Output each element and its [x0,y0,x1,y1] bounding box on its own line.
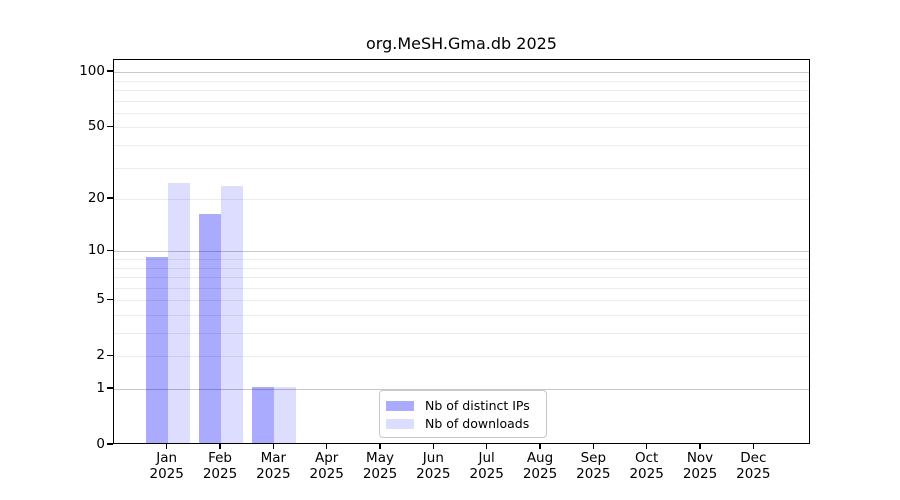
y-tick-mark [107,443,113,445]
chart-title: org.MeSH.Gma.db 2025 [366,34,557,53]
gridline-minor [114,300,809,302]
gridline-minor [114,100,809,102]
x-tick-year: 2025 [736,465,771,482]
legend-item-distinct-ips: Nb of distinct IPs [386,399,538,413]
x-tick-year: 2025 [629,465,664,482]
x-tick-mark [272,444,275,449]
legend-label-downloads: Nb of downloads [425,416,530,431]
x-tick-month: May [366,450,394,466]
x-tick-year: 2025 [309,465,344,482]
gridline-minor [114,333,809,335]
x-tick-mark [165,444,168,449]
gridline-minor [114,145,809,147]
gridline-minor [114,277,809,279]
legend-item-downloads: Nb of downloads [386,417,538,431]
x-tick-year: 2025 [576,465,611,482]
gridline-minor [114,90,809,92]
x-tick-label-jul: Jul 2025 [447,450,527,482]
x-tick-label-mar: Mar 2025 [233,450,313,482]
y-tick-mark [107,387,113,389]
y-tick-label: 100 [79,63,105,80]
bar-downloads-mar [274,387,297,443]
y-tick-mark [107,70,113,72]
gridline-minor [114,259,809,260]
x-tick-mark [645,444,648,449]
y-tick-label: 2 [96,347,105,364]
x-tick-month: Jan [156,450,178,466]
x-tick-label-may: May 2025 [340,450,420,482]
x-tick-year: 2025 [202,465,238,482]
gridline-minor [114,112,809,114]
y-tick-label: 10 [87,242,105,259]
y-tick-mark [107,249,113,252]
x-tick-label-sep: Sep 2025 [553,450,633,482]
bar-distinct-ips-mar [252,387,275,443]
x-tick-year: 2025 [149,465,184,482]
x-tick-mark [325,444,328,449]
bar-distinct-ips-feb [199,214,222,443]
x-tick-year: 2025 [256,465,291,482]
gridline-minor [114,80,809,82]
gridline-minor [114,167,809,169]
gridline-major [114,389,809,390]
x-tick-year: 2025 [682,465,718,482]
x-tick-label-feb: Feb 2025 [180,450,260,482]
x-tick-mark [752,444,755,449]
legend-label-distinct-ips: Nb of distinct IPs [425,398,530,413]
x-tick-mark [379,444,381,449]
x-tick-year: 2025 [416,465,451,482]
x-tick-month: Apr [315,450,339,466]
x-tick-label-dec: Dec 2025 [713,450,793,482]
legend: Nb of distinct IPs Nb of downloads [379,390,547,438]
y-tick-mark [107,298,113,300]
x-tick-year: 2025 [469,465,504,482]
distinct-ips-swatch [386,401,414,411]
x-tick-month: Jun [422,450,444,466]
downloads-swatch [386,419,414,429]
x-tick-mark [432,444,435,449]
gridline-minor [114,127,809,129]
x-tick-month: Feb [208,450,232,466]
x-tick-mark [699,444,701,449]
y-tick-mark [107,125,113,128]
y-tick-mark [107,197,113,199]
x-tick-month: Aug [526,450,554,466]
x-tick-label-nov: Nov 2025 [660,450,740,482]
x-tick-month: Jul [478,450,495,466]
y-tick-label: 50 [87,118,105,135]
y-tick-label: 0 [96,436,105,452]
y-tick-label: 1 [96,380,105,396]
y-tick-label: 20 [87,190,105,207]
x-tick-month: Dec [740,450,767,466]
gridline-minor [114,287,809,289]
gridline-minor [114,356,809,358]
bar-downloads-jan [167,182,190,443]
bar-distinct-ips-jan [145,257,168,443]
gridline-minor [114,199,809,201]
x-tick-mark [219,444,221,449]
x-tick-month: Mar [260,450,287,466]
x-tick-year: 2025 [522,465,558,482]
x-tick-label-jan: Jan 2025 [127,450,207,482]
x-tick-mark [592,444,595,449]
x-tick-month: Sep [580,450,607,466]
x-tick-mark [539,444,541,449]
x-tick-label-oct: Oct 2025 [607,450,687,482]
x-tick-label-aug: Aug 2025 [500,450,580,482]
x-tick-month: Oct [634,450,659,466]
gridline-minor [114,314,809,316]
plot-area [113,59,810,444]
gridline-minor [114,267,809,269]
x-tick-mark [485,444,488,449]
y-tick-label: 5 [96,291,105,308]
x-tick-label-apr: Apr 2025 [287,450,367,482]
x-tick-year: 2025 [362,465,398,482]
x-tick-month: Nov [686,450,714,466]
bar-downloads-feb [221,186,244,443]
gridline-major [114,72,809,74]
gridline-major [114,251,809,253]
x-tick-label-jun: Jun 2025 [393,450,473,482]
y-tick-mark [107,354,113,356]
